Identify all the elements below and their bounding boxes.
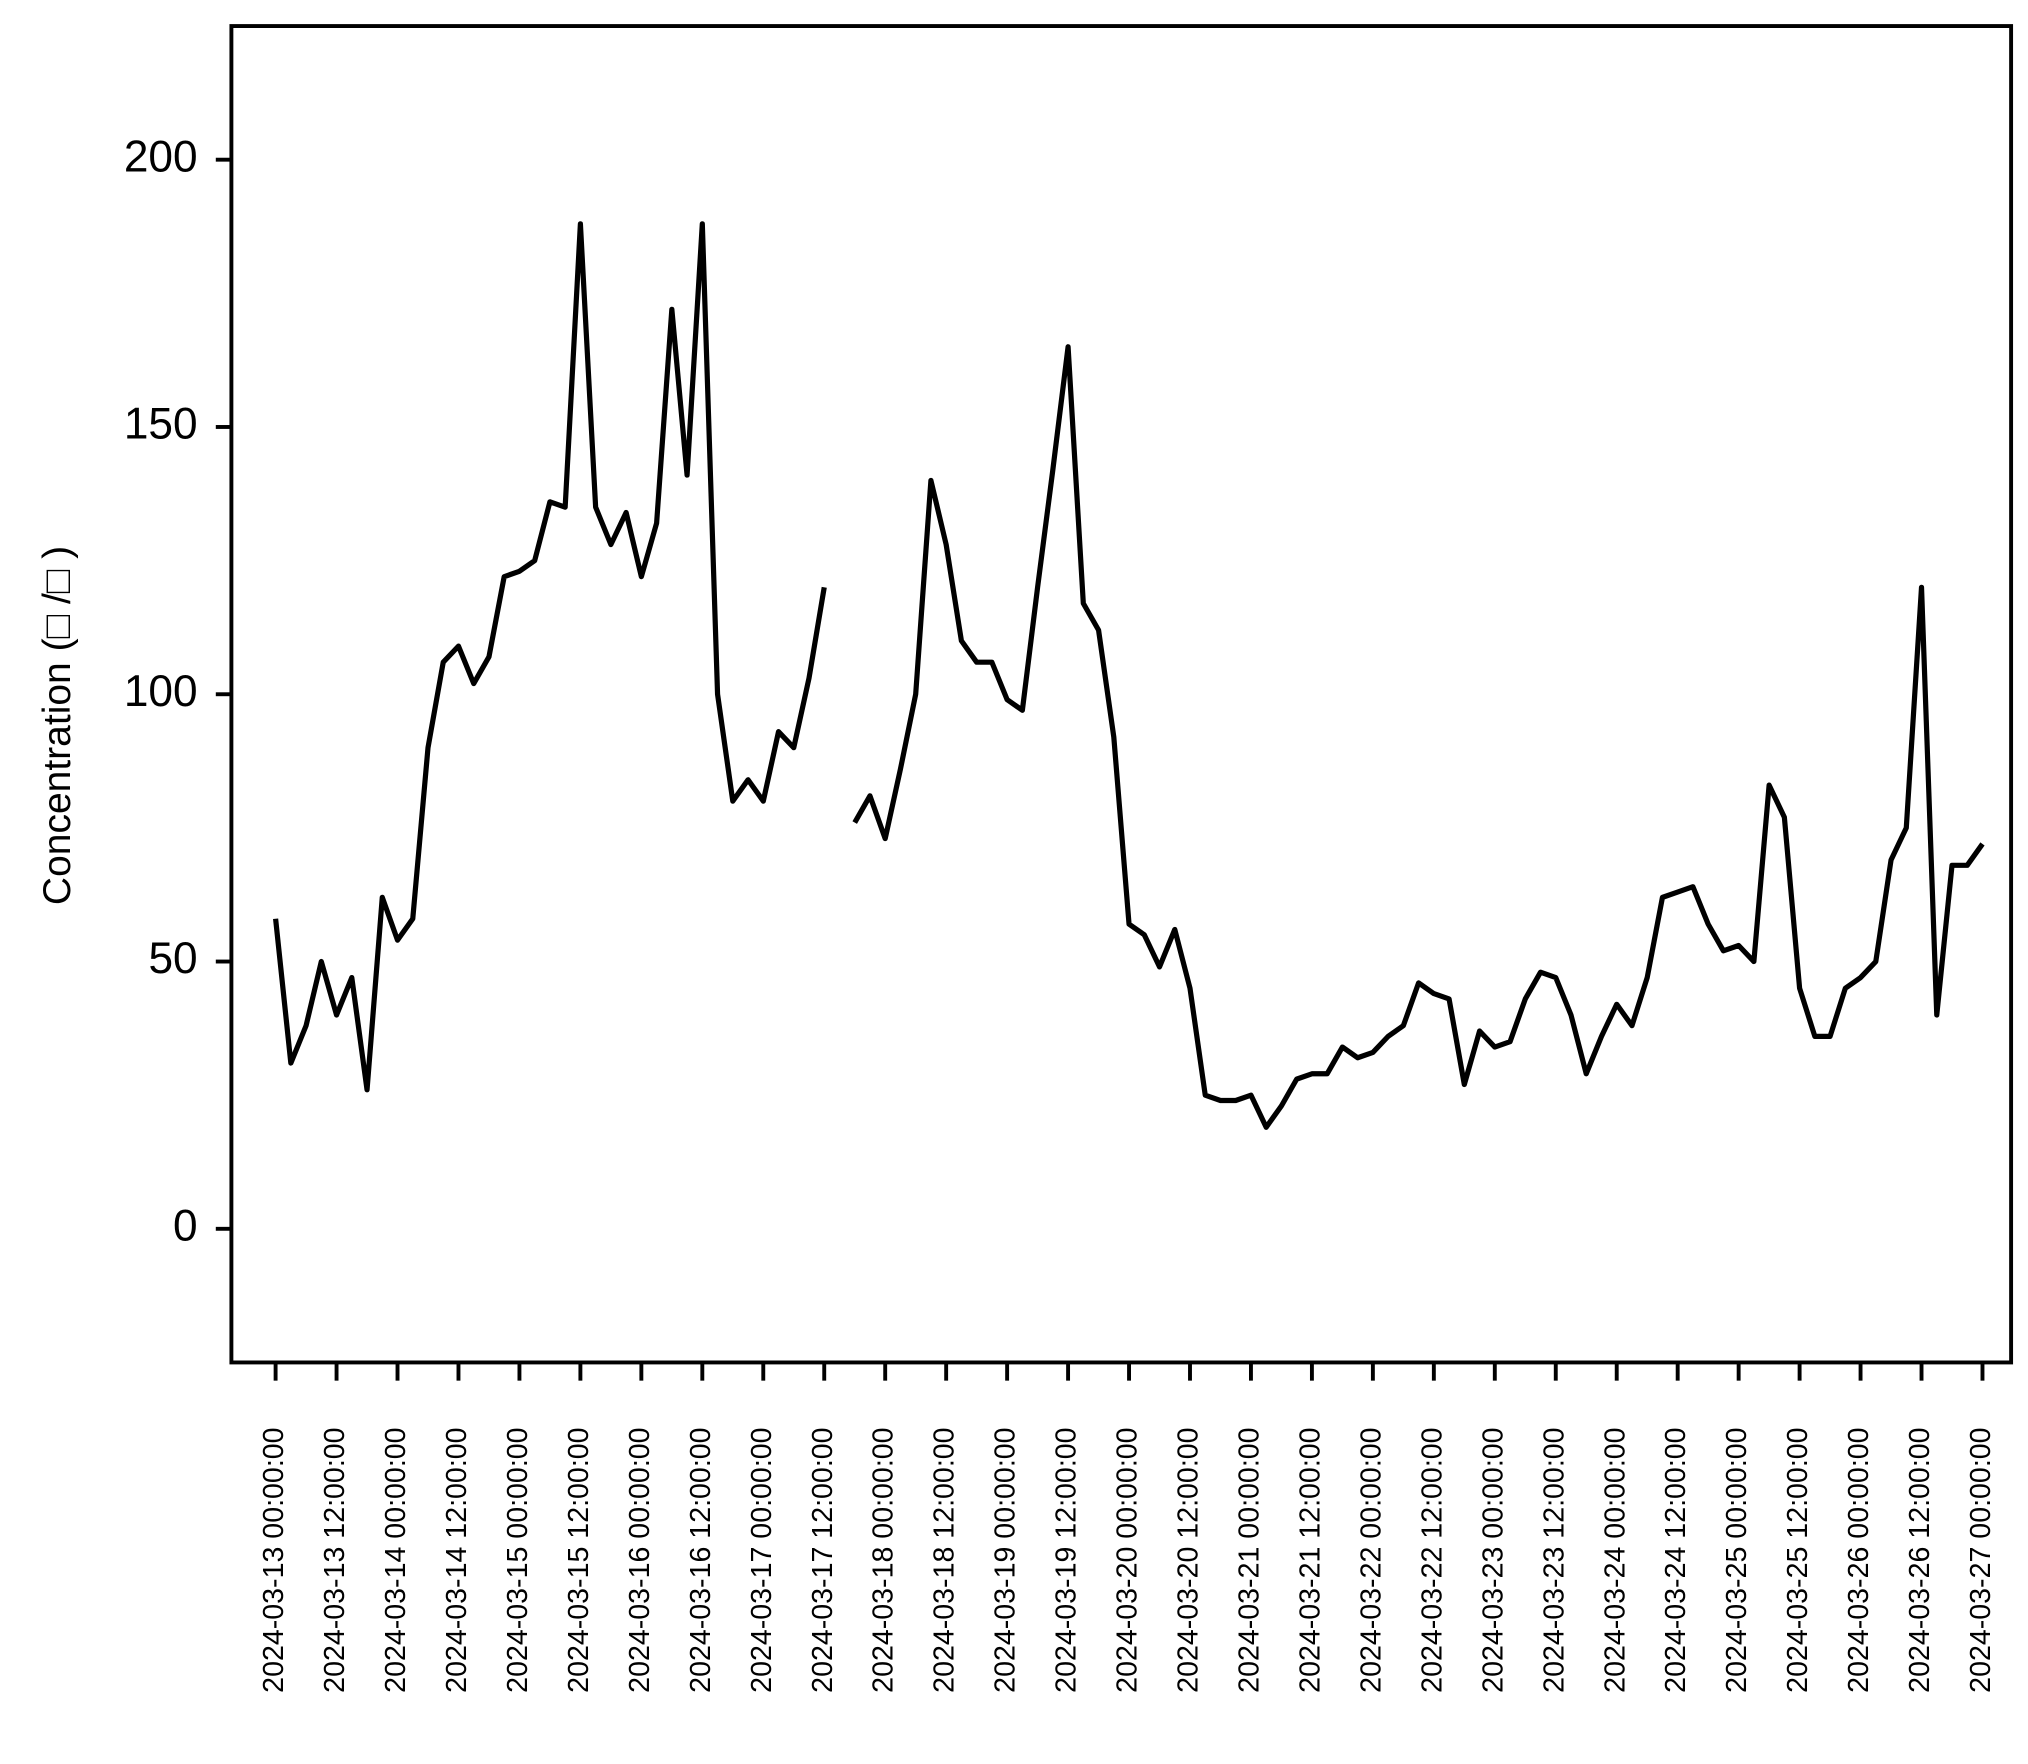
x-tick-label: 2024-03-20 12:00:00: [1173, 1427, 1205, 1692]
y-tick-label: 150: [124, 400, 198, 449]
x-tick-label: 2024-03-13 00:00:00: [258, 1427, 290, 1692]
y-tick-label: 50: [148, 934, 197, 983]
x-tick-label: 2024-03-24 12:00:00: [1660, 1427, 1692, 1692]
plot-frame: [229, 24, 2014, 1365]
x-tick-label: 2024-03-25 12:00:00: [1782, 1427, 1814, 1692]
x-tick-label: 2024-03-17 12:00:00: [807, 1427, 839, 1692]
x-tick-label: 2024-03-23 00:00:00: [1477, 1427, 1509, 1692]
x-tick-label: 2024-03-19 12:00:00: [1051, 1427, 1083, 1692]
y-axis-label: Concentration (□ /□ ): [36, 546, 79, 905]
x-tick-label: 2024-03-17 00:00:00: [746, 1427, 778, 1692]
x-tick-label: 2024-03-22 12:00:00: [1416, 1427, 1448, 1692]
x-tick-label: 2024-03-16 12:00:00: [685, 1427, 717, 1692]
x-tick-label: 2024-03-14 00:00:00: [380, 1427, 412, 1692]
y-tick-label: 200: [124, 132, 198, 181]
y-tick-label: 0: [173, 1201, 198, 1250]
x-tick-label: 2024-03-18 00:00:00: [868, 1427, 900, 1692]
x-tick-label: 2024-03-16 00:00:00: [624, 1427, 656, 1692]
x-tick-label: 2024-03-21 12:00:00: [1294, 1427, 1326, 1692]
x-tick-label: 2024-03-26 12:00:00: [1904, 1427, 1936, 1692]
x-tick-label: 2024-03-19 00:00:00: [990, 1427, 1022, 1692]
x-tick-label: 2024-03-20 00:00:00: [1112, 1427, 1144, 1692]
x-tick-label: 2024-03-18 12:00:00: [929, 1427, 961, 1692]
x-tick-label: 2024-03-15 00:00:00: [502, 1427, 534, 1692]
x-tick-label: 2024-03-26 00:00:00: [1843, 1427, 1875, 1692]
y-tick-label: 100: [124, 667, 198, 716]
x-tick-label: 2024-03-25 00:00:00: [1721, 1427, 1753, 1692]
x-tick-label: 2024-03-24 00:00:00: [1599, 1427, 1631, 1692]
x-tick-label: 2024-03-13 12:00:00: [319, 1427, 351, 1692]
x-tick-label: 2024-03-22 00:00:00: [1355, 1427, 1387, 1692]
x-tick-label: 2024-03-14 12:00:00: [441, 1427, 473, 1692]
x-tick-label: 2024-03-27 00:00:00: [1965, 1427, 1997, 1692]
x-tick-label: 2024-03-21 00:00:00: [1234, 1427, 1266, 1692]
data-line: [273, 221, 1985, 1130]
x-tick-label: 2024-03-23 12:00:00: [1538, 1427, 1570, 1692]
x-tick-label: 2024-03-15 12:00:00: [563, 1427, 595, 1692]
